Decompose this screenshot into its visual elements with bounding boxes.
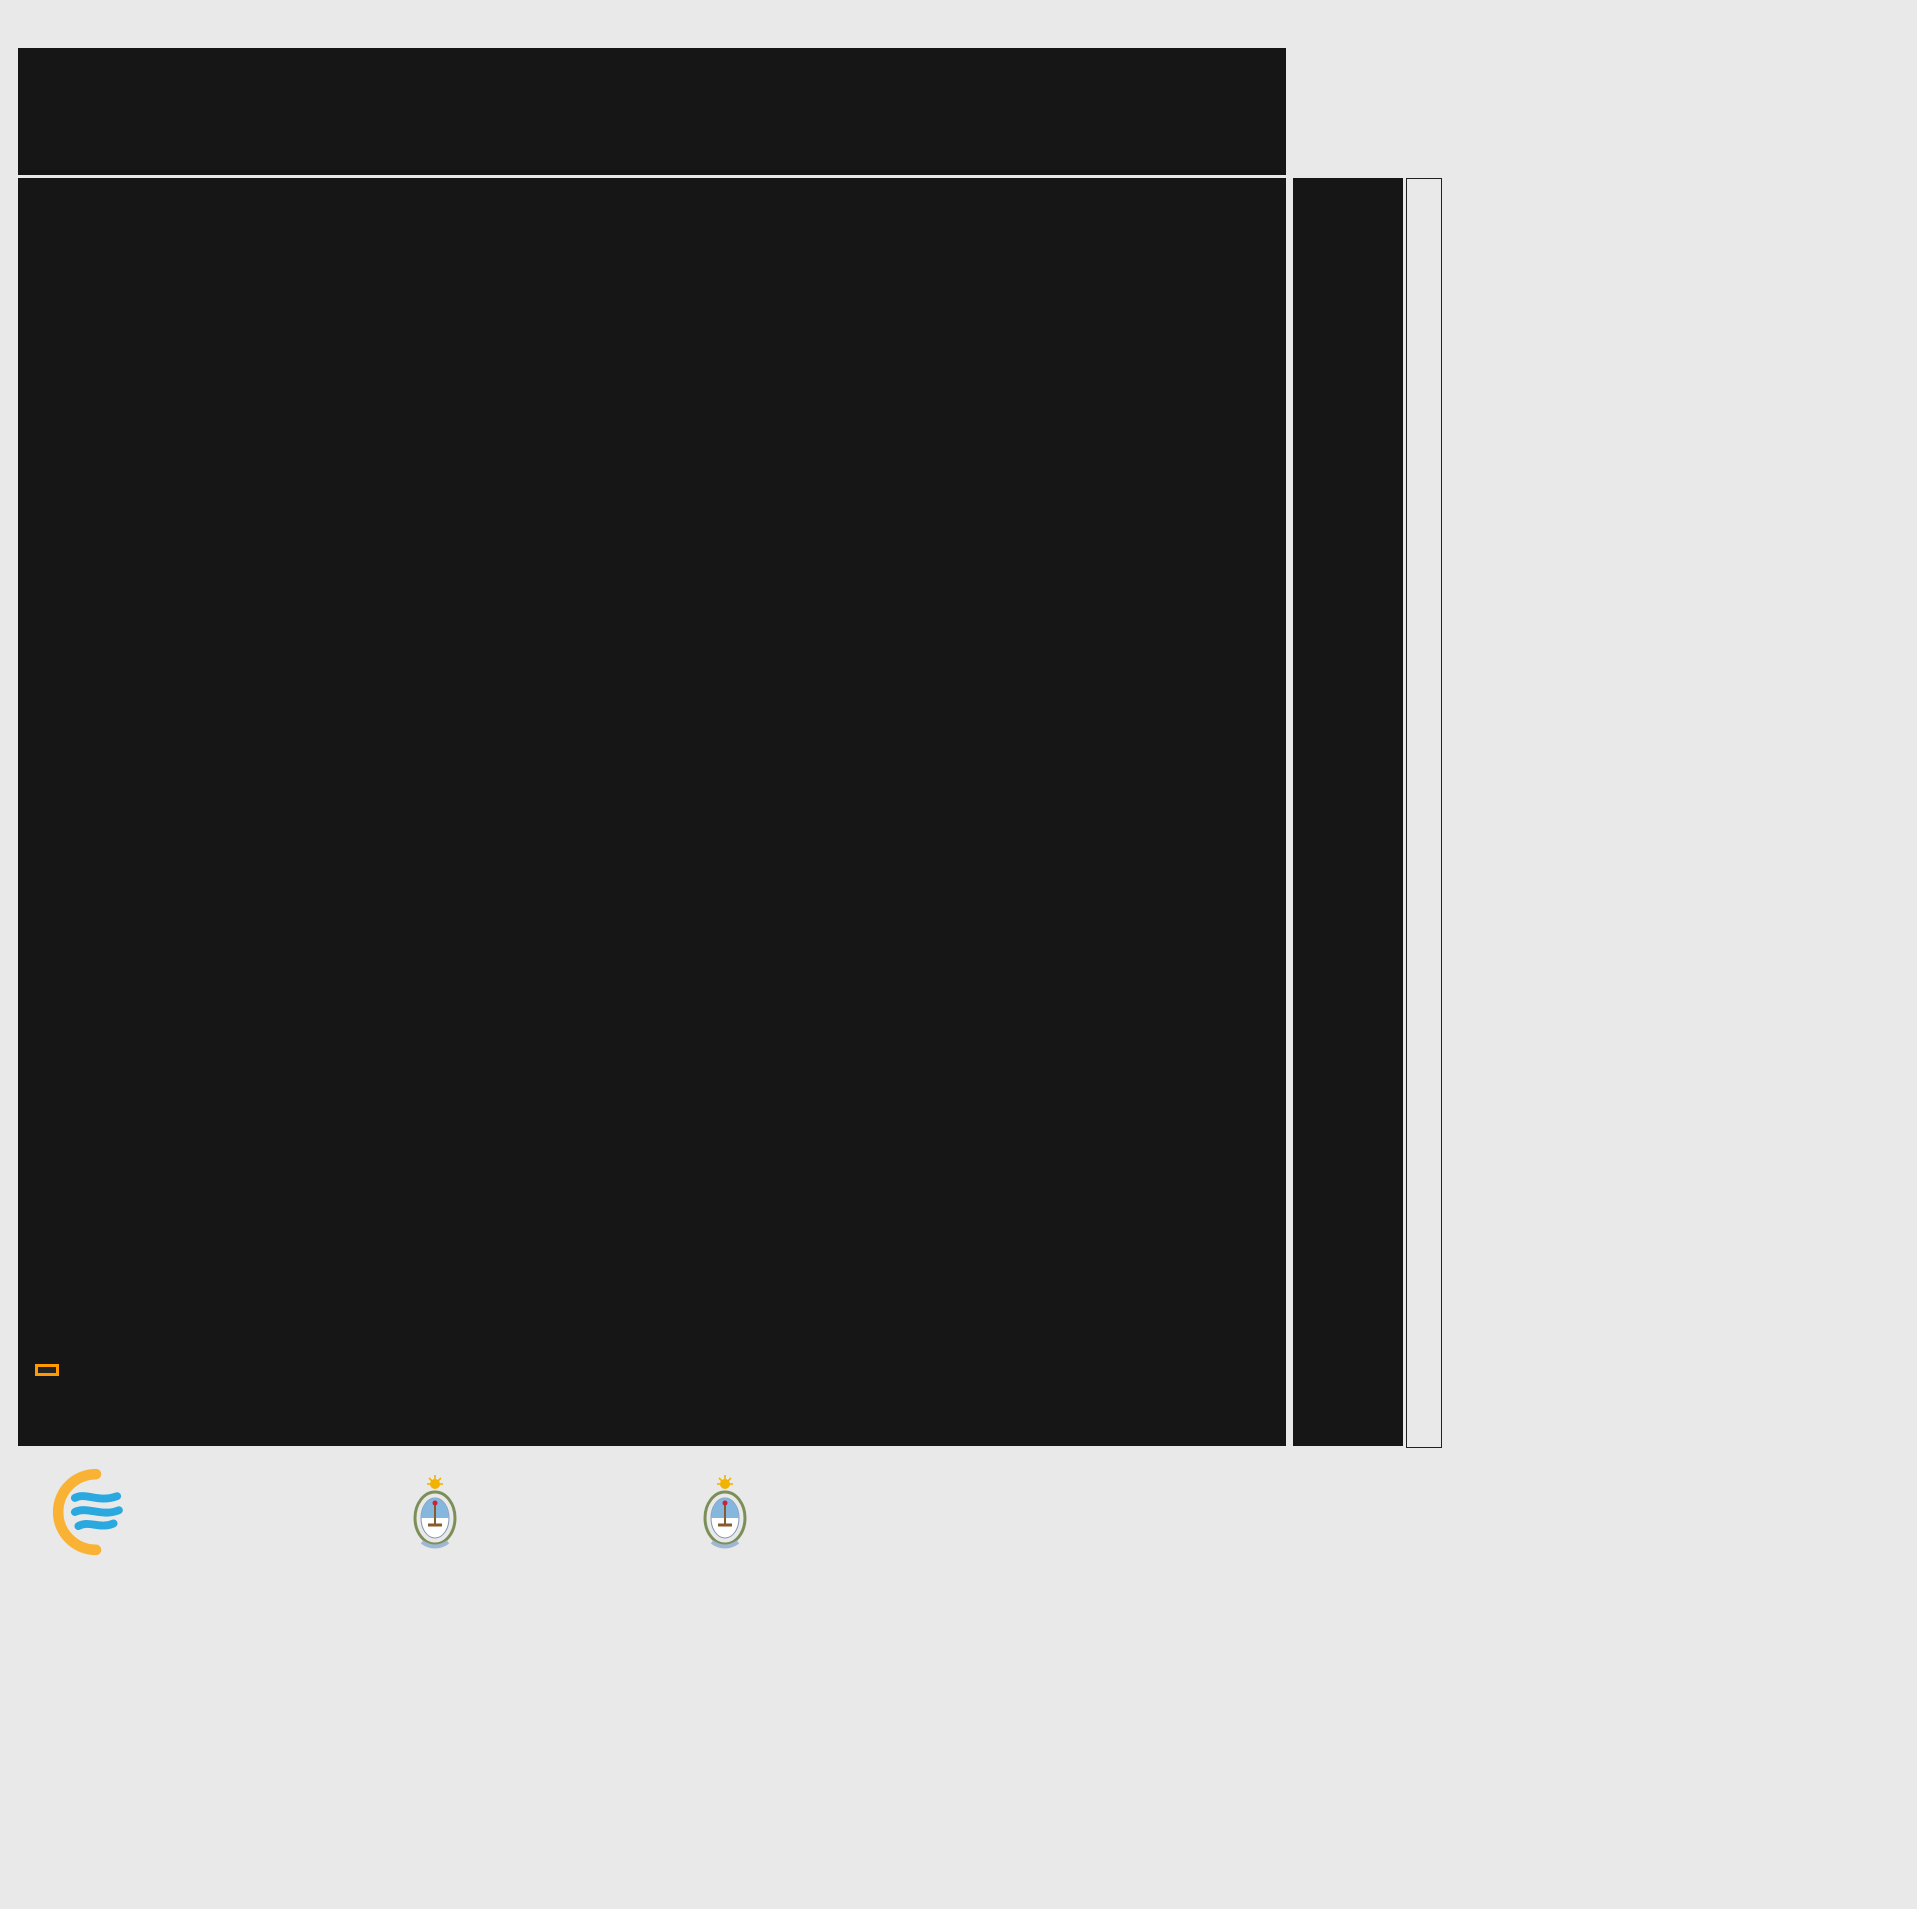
ministry-defensa-block <box>408 1474 476 1550</box>
right-crosssection-canvas <box>1293 178 1403 1446</box>
warning-box <box>35 1364 59 1376</box>
smn-logo <box>52 1468 123 1556</box>
radar-map <box>18 178 1286 1446</box>
footer <box>0 1446 1917 1909</box>
smn-logo-block <box>52 1468 154 1556</box>
vertical-crosssection-top <box>18 48 1286 175</box>
radar-map-canvas <box>18 178 1286 1446</box>
argentina-coat-of-arms-icon <box>413 1475 457 1549</box>
argentina-coat-of-arms-icon <box>703 1475 747 1549</box>
dbz-colorbar <box>1406 178 1442 1448</box>
top-crosssection-canvas <box>18 48 1286 175</box>
vertical-crosssection-right <box>1293 178 1403 1446</box>
ministry-economia-block <box>698 1474 766 1550</box>
